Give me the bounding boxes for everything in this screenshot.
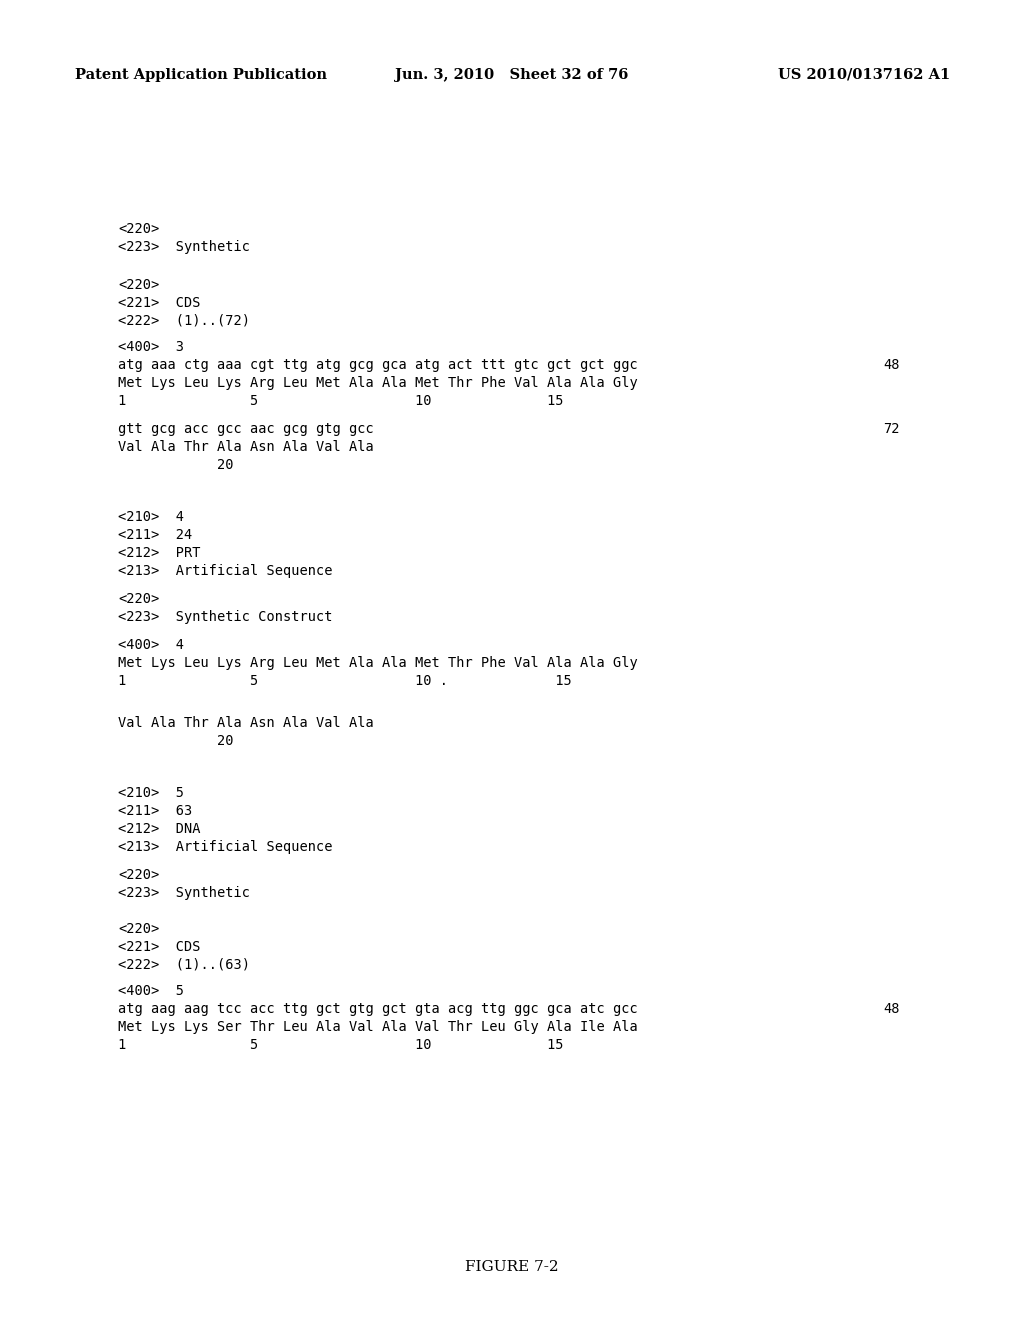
- Text: Met Lys Leu Lys Arg Leu Met Ala Ala Met Thr Phe Val Ala Ala Gly: Met Lys Leu Lys Arg Leu Met Ala Ala Met …: [118, 376, 638, 389]
- Text: <221>  CDS: <221> CDS: [118, 940, 201, 954]
- Text: Met Lys Leu Lys Arg Leu Met Ala Ala Met Thr Phe Val Ala Ala Gly: Met Lys Leu Lys Arg Leu Met Ala Ala Met …: [118, 656, 638, 671]
- Text: Val Ala Thr Ala Asn Ala Val Ala: Val Ala Thr Ala Asn Ala Val Ala: [118, 440, 374, 454]
- Text: Met Lys Lys Ser Thr Leu Ala Val Ala Val Thr Leu Gly Ala Ile Ala: Met Lys Lys Ser Thr Leu Ala Val Ala Val …: [118, 1020, 638, 1034]
- Text: 1               5                   10 .             15: 1 5 10 . 15: [118, 675, 571, 688]
- Text: 1               5                   10              15: 1 5 10 15: [118, 393, 563, 408]
- Text: <400>  4: <400> 4: [118, 638, 184, 652]
- Text: <212>  PRT: <212> PRT: [118, 546, 201, 560]
- Text: FIGURE 7-2: FIGURE 7-2: [465, 1261, 559, 1274]
- Text: 1               5                   10              15: 1 5 10 15: [118, 1038, 563, 1052]
- Text: 20: 20: [118, 734, 233, 748]
- Text: <210>  5: <210> 5: [118, 785, 184, 800]
- Text: <212>  DNA: <212> DNA: [118, 822, 201, 836]
- Text: <211>  24: <211> 24: [118, 528, 193, 543]
- Text: <223>  Synthetic: <223> Synthetic: [118, 886, 250, 900]
- Text: <210>  4: <210> 4: [118, 510, 184, 524]
- Text: Val Ala Thr Ala Asn Ala Val Ala: Val Ala Thr Ala Asn Ala Val Ala: [118, 715, 374, 730]
- Text: <400>  5: <400> 5: [118, 983, 184, 998]
- Text: <221>  CDS: <221> CDS: [118, 296, 201, 310]
- Text: 72: 72: [883, 422, 899, 436]
- Text: 48: 48: [883, 358, 899, 372]
- Text: US 2010/0137162 A1: US 2010/0137162 A1: [778, 69, 950, 82]
- Text: <213>  Artificial Sequence: <213> Artificial Sequence: [118, 840, 333, 854]
- Text: <220>: <220>: [118, 591, 160, 606]
- Text: <223>  Synthetic Construct: <223> Synthetic Construct: [118, 610, 333, 624]
- Text: 48: 48: [883, 1002, 899, 1016]
- Text: <400>  3: <400> 3: [118, 341, 184, 354]
- Text: 20: 20: [118, 458, 233, 473]
- Text: atg aag aag tcc acc ttg gct gtg gct gta acg ttg ggc gca atc gcc: atg aag aag tcc acc ttg gct gtg gct gta …: [118, 1002, 638, 1016]
- Text: gtt gcg acc gcc aac gcg gtg gcc: gtt gcg acc gcc aac gcg gtg gcc: [118, 422, 374, 436]
- Text: <220>: <220>: [118, 869, 160, 882]
- Text: Patent Application Publication: Patent Application Publication: [75, 69, 327, 82]
- Text: atg aaa ctg aaa cgt ttg atg gcg gca atg act ttt gtc gct gct ggc: atg aaa ctg aaa cgt ttg atg gcg gca atg …: [118, 358, 638, 372]
- Text: <222>  (1)..(63): <222> (1)..(63): [118, 958, 250, 972]
- Text: <220>: <220>: [118, 921, 160, 936]
- Text: <211>  63: <211> 63: [118, 804, 193, 818]
- Text: <222>  (1)..(72): <222> (1)..(72): [118, 314, 250, 327]
- Text: <223>  Synthetic: <223> Synthetic: [118, 240, 250, 253]
- Text: <213>  Artificial Sequence: <213> Artificial Sequence: [118, 564, 333, 578]
- Text: <220>: <220>: [118, 222, 160, 236]
- Text: Jun. 3, 2010   Sheet 32 of 76: Jun. 3, 2010 Sheet 32 of 76: [395, 69, 629, 82]
- Text: <220>: <220>: [118, 279, 160, 292]
